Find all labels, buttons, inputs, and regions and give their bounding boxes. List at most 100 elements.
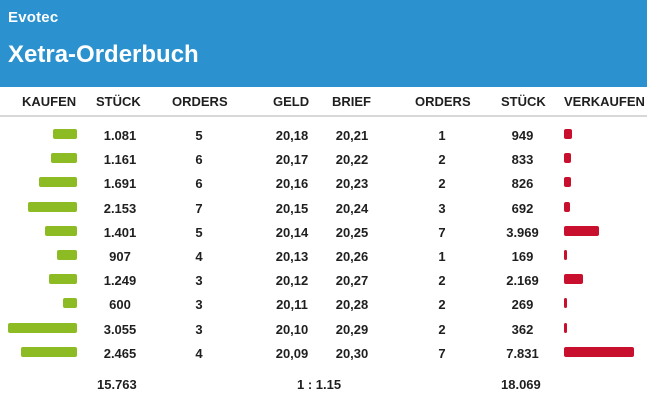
col-orders-sell: ORDERS <box>415 94 471 109</box>
buy-volume-bar <box>28 201 77 212</box>
col-stueck-sell: STÜCK <box>501 94 546 109</box>
sell-orders: 2 <box>438 321 446 337</box>
col-orders-buy: ORDERS <box>172 94 228 109</box>
col-stueck-buy: STÜCK <box>96 94 141 109</box>
sell-orders: 2 <box>438 273 446 289</box>
sell-total: 18.069 <box>501 377 541 392</box>
buy-volume-bar <box>8 322 77 333</box>
buy-volume-bar <box>51 153 77 164</box>
sell-quantity: 833 <box>511 152 534 168</box>
sell-quantity: 949 <box>511 128 534 143</box>
buy-quantity: 1.249 <box>103 273 137 289</box>
buy-orders: 6 <box>195 152 203 168</box>
sell-orders: 3 <box>438 200 446 216</box>
buy-orders: 3 <box>195 297 203 313</box>
buy-sell-ratio: 1 : 1.15 <box>297 377 342 392</box>
buy-quantity: 1.161 <box>103 152 137 168</box>
orderbook-row: 1.249 3 20,12 20,27 2 2.169 <box>0 268 647 292</box>
sell-quantity: 362 <box>511 321 534 337</box>
ask-price: 20,23 <box>335 176 369 192</box>
orderbook-row: 1.161 6 20,17 20,22 2 833 <box>0 147 647 171</box>
buy-total: 15.763 <box>97 377 137 392</box>
sell-orders: 1 <box>438 248 446 264</box>
buy-quantity: 3.055 <box>103 321 137 337</box>
sell-volume-bar <box>564 129 572 139</box>
buy-volume-bar <box>63 298 77 309</box>
page-title: Xetra-Orderbuch <box>8 41 199 68</box>
header-banner: Evotec Xetra-Orderbuch <box>0 0 647 87</box>
sell-quantity: 692 <box>511 200 534 216</box>
sell-quantity: 169 <box>511 248 534 264</box>
sell-orders: 7 <box>438 345 446 361</box>
buy-quantity: 907 <box>109 248 131 264</box>
buy-volume-bar <box>53 129 77 139</box>
buy-quantity: 1.401 <box>103 224 137 240</box>
ask-price: 20,29 <box>335 321 369 337</box>
buy-orders: 4 <box>195 345 203 361</box>
buy-volume-bar <box>21 346 77 357</box>
header-divider <box>0 115 647 117</box>
bid-price: 20,13 <box>275 248 309 264</box>
sell-volume-bar <box>564 322 567 333</box>
sell-quantity: 7.831 <box>506 345 539 361</box>
sell-volume-bar <box>564 346 634 357</box>
bid-price: 20,14 <box>275 224 309 240</box>
orderbook-row: 907 4 20,13 20,26 1 169 <box>0 244 647 268</box>
sell-volume-bar <box>564 225 599 236</box>
col-verkaufen: VERKAUFEN <box>564 94 645 109</box>
orderbook-table: 1.081 5 20,18 20,21 1 949 1.161 6 20,17 20,22 2 833… <box>0 123 647 365</box>
bid-price: 20,18 <box>275 128 309 143</box>
sell-volume-bar <box>564 249 567 260</box>
bid-price: 20,10 <box>275 321 309 337</box>
bid-price: 20,11 <box>276 297 308 313</box>
buy-orders: 4 <box>195 248 203 264</box>
buy-orders: 7 <box>195 200 203 216</box>
ask-price: 20,22 <box>335 152 369 168</box>
bid-price: 20,17 <box>275 152 309 168</box>
bid-price: 20,09 <box>275 345 309 361</box>
col-geld: GELD <box>273 94 310 109</box>
buy-quantity: 2.153 <box>103 200 137 216</box>
sell-orders: 7 <box>438 224 446 240</box>
bid-price: 20,16 <box>275 176 309 192</box>
orderbook-row: 3.055 3 20,10 20,29 2 362 <box>0 317 647 341</box>
orderbook-row: 2.153 7 20,15 20,24 3 692 <box>0 196 647 220</box>
buy-volume-bar <box>45 225 77 236</box>
ask-price: 20,21 <box>335 128 369 143</box>
sell-quantity: 2.169 <box>506 273 539 289</box>
orderbook-row: 2.465 4 20,09 20,30 7 7.831 <box>0 341 647 365</box>
sell-quantity: 3.969 <box>506 224 539 240</box>
bid-price: 20,12 <box>275 273 309 289</box>
buy-orders: 3 <box>195 321 203 337</box>
buy-quantity: 600 <box>109 297 131 313</box>
sell-volume-bar <box>564 153 571 164</box>
sell-quantity: 269 <box>511 297 534 313</box>
buy-quantity: 1.081 <box>103 128 137 143</box>
sell-orders: 2 <box>438 176 446 192</box>
buy-orders: 5 <box>195 224 203 240</box>
ask-price: 20,24 <box>335 200 369 216</box>
sell-orders: 1 <box>438 128 446 143</box>
buy-quantity: 2.465 <box>103 345 137 361</box>
buy-volume-bar <box>57 249 77 260</box>
ask-price: 20,26 <box>335 248 369 264</box>
ask-price: 20,25 <box>335 224 369 240</box>
buy-volume-bar <box>39 177 77 188</box>
orderbook-row: 1.401 5 20,14 20,25 7 3.969 <box>0 220 647 244</box>
buy-quantity: 1.691 <box>103 176 137 192</box>
orderbook-row: 1.691 6 20,16 20,23 2 826 <box>0 171 647 195</box>
sell-quantity: 826 <box>511 176 534 192</box>
company-name: Evotec <box>8 9 59 26</box>
sell-volume-bar <box>564 274 583 285</box>
bid-price: 20,15 <box>275 200 309 216</box>
ask-price: 20,27 <box>335 273 369 289</box>
sell-orders: 2 <box>438 297 446 313</box>
col-brief: BRIEF <box>332 94 371 109</box>
buy-orders: 6 <box>195 176 203 192</box>
ask-price: 20,28 <box>335 297 369 313</box>
sell-volume-bar <box>564 177 571 188</box>
sell-orders: 2 <box>438 152 446 168</box>
sell-volume-bar <box>564 201 570 212</box>
buy-orders: 5 <box>195 128 203 143</box>
orderbook-row: 600 3 20,11 20,28 2 269 <box>0 292 647 316</box>
